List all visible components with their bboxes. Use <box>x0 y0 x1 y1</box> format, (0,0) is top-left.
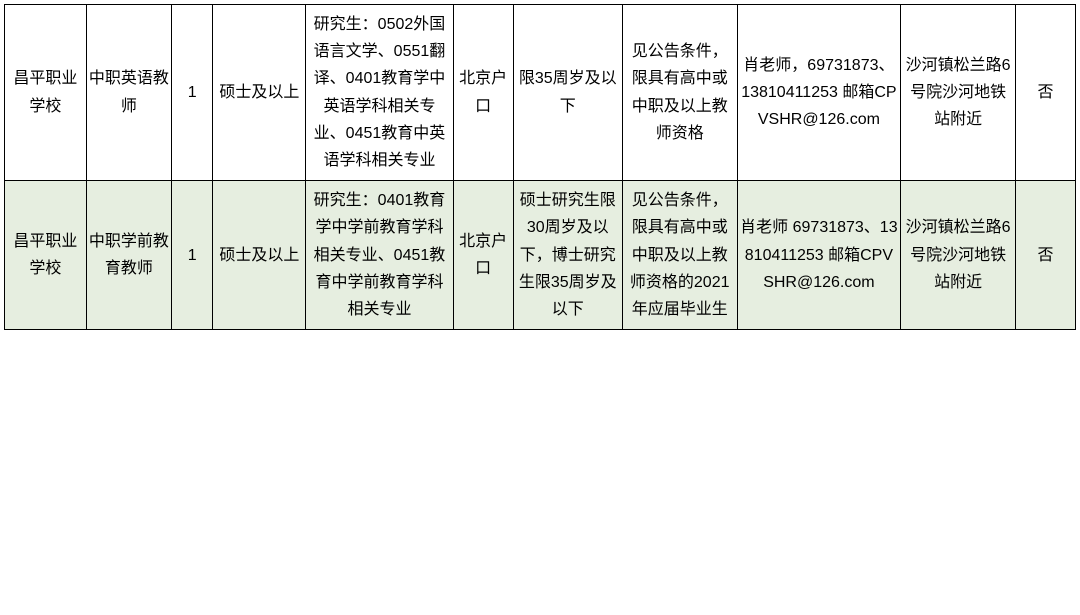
cell-post: 中职英语教师 <box>86 5 171 181</box>
cell-degree: 硕士及以上 <box>213 5 306 181</box>
cell-flag: 否 <box>1015 181 1075 330</box>
cell-contact: 肖老师，69731873、13810411253 邮箱CPVSHR@126.co… <box>737 5 901 181</box>
job-posting-table: 昌平职业学校 中职英语教师 1 硕士及以上 研究生：0502外国语言文学、055… <box>4 4 1076 330</box>
cell-hukou: 北京户口 <box>453 5 513 181</box>
cell-post: 中职学前教育教师 <box>86 181 171 330</box>
table-row: 昌平职业学校 中职英语教师 1 硕士及以上 研究生：0502外国语言文学、055… <box>5 5 1076 181</box>
cell-count: 1 <box>172 5 213 181</box>
cell-school: 昌平职业学校 <box>5 181 87 330</box>
cell-age: 限35周岁及以下 <box>513 5 622 181</box>
cell-address: 沙河镇松兰路6号院沙河地铁站附近 <box>901 5 1016 181</box>
cell-degree: 硕士及以上 <box>213 181 306 330</box>
cell-age: 硕士研究生限30周岁及以下，博士研究生限35周岁及以下 <box>513 181 622 330</box>
cell-major: 研究生：0502外国语言文学、0551翻译、0401教育学中英语学科相关专业、0… <box>306 5 453 181</box>
cell-contact: 肖老师 69731873、13810411253 邮箱CPVSHR@126.co… <box>737 181 901 330</box>
cell-flag: 否 <box>1015 5 1075 181</box>
cell-other: 见公告条件，限具有高中或中职及以上教师资格的2021年应届毕业生 <box>622 181 737 330</box>
cell-other: 见公告条件，限具有高中或中职及以上教师资格 <box>622 5 737 181</box>
cell-school: 昌平职业学校 <box>5 5 87 181</box>
cell-count: 1 <box>172 181 213 330</box>
cell-address: 沙河镇松兰路6号院沙河地铁站附近 <box>901 181 1016 330</box>
cell-hukou: 北京户口 <box>453 181 513 330</box>
cell-major: 研究生：0401教育学中学前教育学科相关专业、0451教育中学前教育学科相关专业 <box>306 181 453 330</box>
table-row: 昌平职业学校 中职学前教育教师 1 硕士及以上 研究生：0401教育学中学前教育… <box>5 181 1076 330</box>
